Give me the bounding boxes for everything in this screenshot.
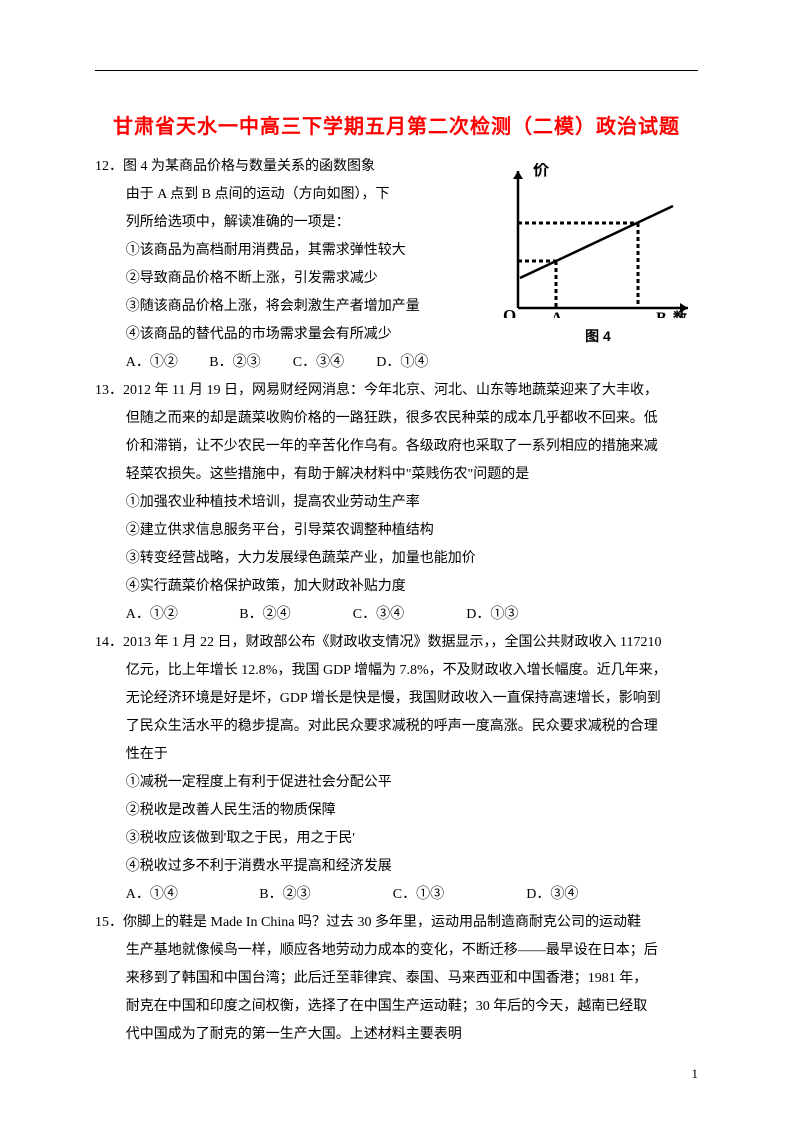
q15-stem-3: 来移到了韩国和中国台湾；此后迁至菲律宾、泰国、马来西亚和中国香港；1981 年， — [95, 965, 698, 993]
q14-stem-1: 14．2013 年 1 月 22 日，财政部公布《财政收支情况》数据显示，，全国… — [95, 629, 698, 657]
figure-caption: 图 4 — [498, 322, 698, 350]
q13-choices: A．①② B．②④ C．③④ D．①③ — [95, 601, 698, 629]
q13-choice-c: C．③④ — [353, 601, 463, 629]
q12-stem-2: 由于 A 点到 B 点间的运动（方向如图），下 — [95, 181, 455, 209]
page-number: 1 — [692, 1066, 699, 1082]
q14-stem-5: 性在于 — [95, 741, 698, 769]
q14-stem-3: 无论经济环境是好是坏，GDP 增长是快是慢，我国财政收入一直保持高速增长，影响到 — [95, 685, 698, 713]
q13-stem-1: 13．2012 年 11 月 19 日，网易财经网消息：今年北京、河北、山东等地… — [95, 377, 698, 405]
q14-choice-c: C．①③ — [393, 881, 523, 909]
q12-opt-4: ④该商品的替代品的市场需求量会有所减少 — [95, 321, 455, 349]
q13-choice-a: A．①② — [126, 601, 236, 629]
q13-stem-2: 但随之而来的却是蔬菜收购价格的一路狂跌，很多农民种菜的成本几乎都收不回来。低 — [95, 405, 698, 433]
q13-stem-4: 轻菜农损失。这些措施中，有助于解决材料中"菜贱伤农"问题的是 — [95, 461, 698, 489]
q14-opt-1: ①减税一定程度上有利于促进社会分配公平 — [95, 769, 698, 797]
q15-stem-2: 生产基地就像候鸟一样，顺应各地劳动力成本的变化，不断迁移——最早设在日本；后 — [95, 937, 698, 965]
header-rule — [95, 70, 698, 71]
question-13: 13．2012 年 11 月 19 日，网易财经网消息：今年北京、河北、山东等地… — [95, 377, 698, 629]
q13-opt-1: ①加强农业种植技术培训，提高农业劳动生产率 — [95, 489, 698, 517]
q14-choice-a: A．①④ — [126, 881, 256, 909]
content-body: 12．图 4 为某商品价格与数量关系的函数图象 由于 A 点到 B 点间的运动（… — [95, 153, 698, 1049]
q12-opt-1: ①该商品为高档耐用消费品，其需求弹性较大 — [95, 237, 455, 265]
question-15: 15．你脚上的鞋是 Made In China 吗？过去 30 多年里，运动用品… — [95, 909, 698, 1049]
q13-choice-d: D．①③ — [466, 601, 518, 629]
q12-stem-1: 12．图 4 为某商品价格与数量关系的函数图象 — [95, 153, 455, 181]
x-axis-label: 数 — [673, 310, 688, 318]
figure-4: 价 O A B 数 图 4 — [498, 163, 698, 350]
q14-choices: A．①④ B．②③ C．①③ D．③④ — [95, 881, 698, 909]
price-quantity-chart: 价 O A B 数 — [498, 163, 698, 318]
origin-label: O — [503, 306, 516, 318]
y-axis-label: 价 — [533, 163, 550, 179]
q13-opt-3: ③转变经营战略，大力发展绿色蔬菜产业，加量也能加价 — [95, 545, 698, 573]
question-12: 12．图 4 为某商品价格与数量关系的函数图象 由于 A 点到 B 点间的运动（… — [95, 153, 698, 377]
q15-stem-4: 耐克在中国和印度之间权衡，选择了在中国生产运动鞋；30 年后的今天，越南已经取 — [95, 993, 698, 1021]
q13-stem-3: 价和滞销，让不少农民一年的辛苦化作乌有。各级政府也采取了一系列相应的措施来减 — [95, 433, 698, 461]
q12-choice-b: B．②③ — [209, 349, 289, 377]
q13-opt-2: ②建立供求信息服务平台，引导菜农调整种植结构 — [95, 517, 698, 545]
q14-opt-3: ③税收应该做到'取之于民，用之于民' — [95, 825, 698, 853]
question-14: 14．2013 年 1 月 22 日，财政部公布《财政收支情况》数据显示，，全国… — [95, 629, 698, 909]
q14-stem-2: 亿元，比上年增长 12.8%，我国 GDP 增幅为 7.8%，不及财政收入增长幅… — [95, 657, 698, 685]
q12-choice-d: D．①④ — [376, 349, 428, 377]
q13-choice-b: B．②④ — [239, 601, 349, 629]
q15-stem-5: 代中国成为了耐克的第一生产大国。上述材料主要表明 — [95, 1021, 698, 1049]
q12-opt-2: ②导致商品价格不断上涨，引发需求减少 — [95, 265, 455, 293]
point-a-label: A — [551, 310, 563, 318]
q12-opt-3: ③随该商品价格上涨，将会刺激生产者增加产量 — [95, 293, 455, 321]
q14-choice-d: D．③④ — [526, 881, 578, 909]
q14-opt-4: ④税收过多不利于消费水平提高和经济发展 — [95, 853, 698, 881]
q14-stem-4: 了民众生活水平的稳步提高。对此民众要求减税的呼声一度高涨。民众要求减税的合理 — [95, 713, 698, 741]
q12-choices: A．①② B．②③ C．③④ D．①④ — [95, 349, 698, 377]
q12-stem-3: 列所给选项中，解读准确的一项是： — [95, 209, 455, 237]
exam-title: 甘肃省天水一中高三下学期五月第二次检测（二模）政治试题 — [95, 110, 698, 139]
q12-choice-a: A．①② — [126, 349, 206, 377]
q14-opt-2: ②税收是改善人民生活的物质保障 — [95, 797, 698, 825]
q14-choice-b: B．②③ — [259, 881, 389, 909]
q15-stem-1: 15．你脚上的鞋是 Made In China 吗？过去 30 多年里，运动用品… — [95, 909, 698, 937]
q13-opt-4: ④实行蔬菜价格保护政策，加大财政补贴力度 — [95, 573, 698, 601]
q12-choice-c: C．③④ — [293, 349, 373, 377]
point-b-label: B — [656, 310, 667, 318]
